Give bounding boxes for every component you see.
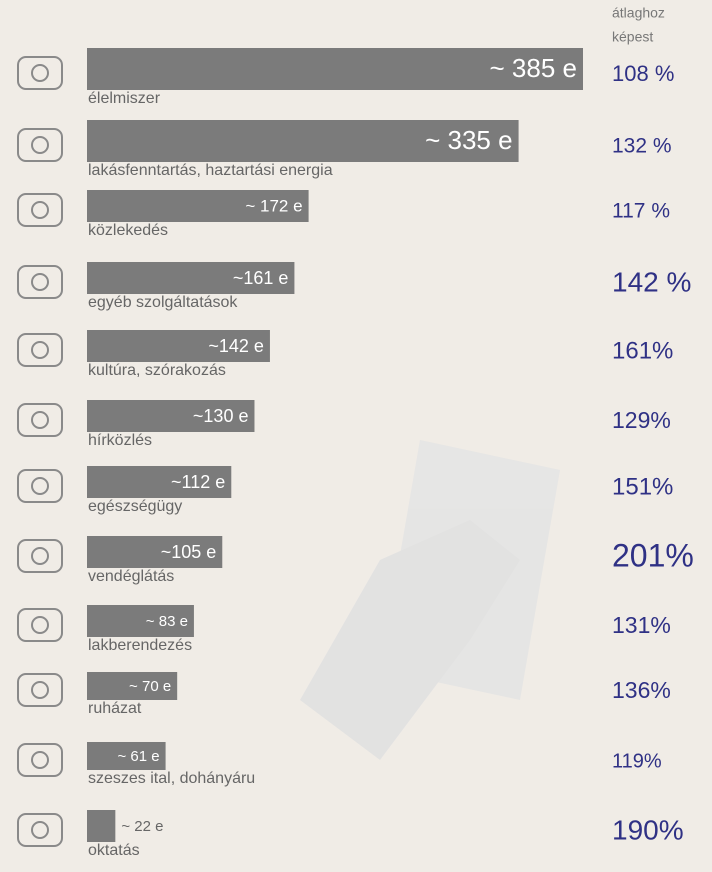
icon-shape xyxy=(17,403,63,437)
category-icon xyxy=(17,265,63,299)
icon-shape xyxy=(17,813,63,847)
icon-shape xyxy=(17,193,63,227)
category-label: hírközlés xyxy=(88,432,152,449)
icon-shape xyxy=(31,616,49,634)
category-label: oktatás xyxy=(88,842,140,859)
bar xyxy=(87,742,166,770)
icon-shape xyxy=(31,201,49,219)
comparison-label: 161% xyxy=(612,337,673,364)
value-label: ~ 83 e xyxy=(146,613,188,630)
value-label: ~ 172 e xyxy=(245,196,302,215)
category-label: lakberendezés xyxy=(88,637,192,654)
comparison-label: 131% xyxy=(612,612,671,638)
category-icon xyxy=(17,128,63,162)
category-icon xyxy=(17,743,63,777)
watermark xyxy=(300,440,560,760)
category-icon xyxy=(17,608,63,642)
category-icon xyxy=(17,193,63,227)
category-icon xyxy=(17,333,63,367)
category-label: élelmiszer xyxy=(88,90,161,107)
icon-shape xyxy=(31,821,49,839)
comparison-label: 132 % xyxy=(612,135,672,158)
comparison-label: 119% xyxy=(612,750,662,772)
category-label: kultúra, szórakozás xyxy=(88,362,226,379)
value-label: ~ 385 e xyxy=(490,53,577,83)
comparison-label: 151% xyxy=(612,473,673,500)
category-label: egyéb szolgáltatások xyxy=(88,294,238,311)
value-label: ~ 22 e xyxy=(121,818,163,835)
icon-shape xyxy=(31,547,49,565)
icon-shape xyxy=(17,56,63,90)
bar xyxy=(87,48,583,90)
bar xyxy=(87,330,270,362)
icon-shape xyxy=(17,539,63,573)
icon-shape xyxy=(31,64,49,82)
comparison-label: 129% xyxy=(612,407,671,433)
comparison-label: 201% xyxy=(612,537,694,573)
value-label: ~ 335 e xyxy=(425,125,512,155)
category-label: ruházat xyxy=(88,700,142,717)
value-label: ~105 e xyxy=(161,542,217,562)
icon-shape xyxy=(17,743,63,777)
comparison-label: 190% xyxy=(612,814,684,845)
comparison-label: 117 % xyxy=(612,200,670,223)
category-icon xyxy=(17,673,63,707)
bar xyxy=(87,466,232,498)
comparison-label: 136% xyxy=(612,677,671,703)
icon-shape xyxy=(31,136,49,154)
icon-shape xyxy=(17,265,63,299)
category-icon xyxy=(17,403,63,437)
icon-shape xyxy=(31,411,49,429)
icon-shape xyxy=(17,469,63,503)
bar xyxy=(87,400,255,432)
icon-shape xyxy=(17,128,63,162)
header-line: képest xyxy=(612,29,653,45)
category-label: egészségügy xyxy=(88,498,182,515)
category-label: közlekedés xyxy=(88,222,168,239)
icon-shape xyxy=(17,608,63,642)
value-label: ~142 e xyxy=(208,336,264,356)
category-label: lakásfenntartás, haztartási energia xyxy=(88,162,333,179)
value-label: ~ 61 e xyxy=(117,748,159,765)
bar xyxy=(87,672,178,700)
category-label: szeszes ital, dohányáru xyxy=(88,770,255,787)
icon-shape xyxy=(31,477,49,495)
category-icon xyxy=(17,539,63,573)
bar xyxy=(87,536,223,568)
header-line: átlaghoz xyxy=(612,5,665,21)
icons xyxy=(17,56,63,847)
category-icon xyxy=(17,56,63,90)
comparison-label: 142 % xyxy=(612,266,691,297)
comparison-label: 108 % xyxy=(612,61,674,86)
icon-shape xyxy=(31,681,49,699)
bar xyxy=(87,120,519,162)
category-icon xyxy=(17,469,63,503)
icon-shape xyxy=(31,273,49,291)
icon-shape xyxy=(17,673,63,707)
bar xyxy=(87,605,194,637)
bar xyxy=(87,262,295,294)
category-icon xyxy=(17,813,63,847)
bar xyxy=(87,810,116,842)
icon-shape xyxy=(17,333,63,367)
value-label: ~130 e xyxy=(193,406,249,426)
icon-shape xyxy=(31,341,49,359)
value-label: ~ 70 e xyxy=(129,678,171,695)
value-label: ~112 e xyxy=(171,472,225,492)
icon-shape xyxy=(31,751,49,769)
value-label: ~161 e xyxy=(233,268,289,288)
category-label: vendéglátás xyxy=(88,568,174,585)
bar xyxy=(87,190,309,222)
